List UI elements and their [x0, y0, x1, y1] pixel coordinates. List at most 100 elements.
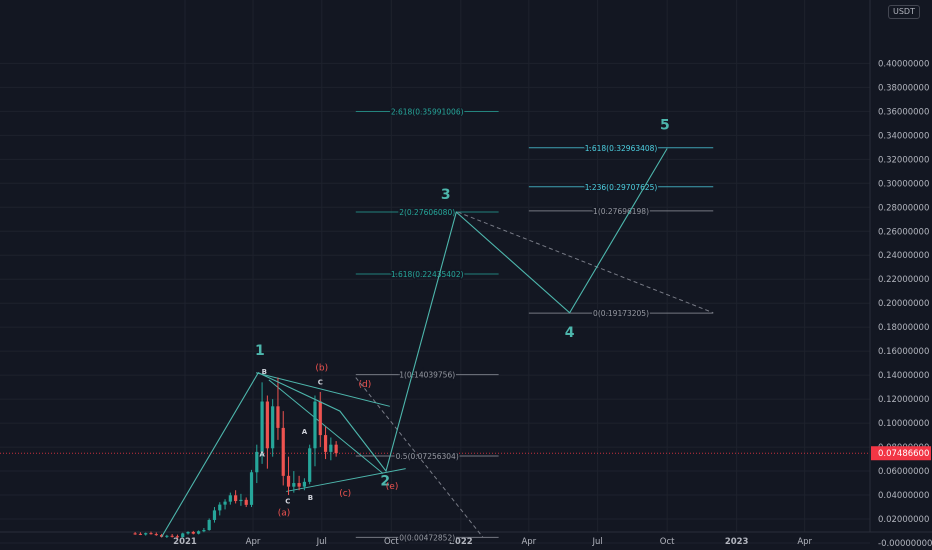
impulse-wave-labels: 1 2 3 4 5: [255, 117, 670, 489]
candle-body: [223, 501, 227, 505]
candle: [175, 534, 180, 539]
candle-body: [149, 533, 153, 535]
candle: [249, 469, 254, 508]
candle: [329, 437, 333, 461]
candle: [297, 475, 301, 491]
candle: [228, 492, 232, 505]
candle: [271, 399, 275, 457]
price-tick-label: 0.10000000: [878, 419, 929, 429]
candle-body: [249, 472, 254, 505]
time-axis: 2021 Apr Jul Oct 2022 Apr Jul Oct 2023 Apr: [0, 531, 932, 547]
candle-body: [286, 475, 291, 487]
fibonacci-levels: 2.618(0.35991006) 2(0.27606080) 1.618(0.22…: [355, 106, 714, 544]
price-tick-label: 0.26000000: [878, 227, 929, 237]
price-tick-label: 0.38000000: [878, 83, 929, 93]
corrective-wave-label: B: [262, 368, 267, 376]
price-tick-label: 0.24000000: [878, 251, 929, 261]
candle-body: [313, 401, 317, 449]
price-tick-label: 0.34000000: [878, 131, 929, 141]
fib-level-label: 1.618(0.32963408): [585, 144, 658, 153]
time-tick-label: Apr: [797, 537, 812, 547]
corrective-wave-label: C: [318, 379, 323, 387]
projection-dashed-line: [355, 377, 484, 538]
candle: [323, 426, 328, 460]
candle-body: [197, 531, 201, 534]
candle: [260, 382, 264, 464]
price-tick-label: 0.22000000: [878, 275, 929, 285]
candle: [181, 532, 185, 538]
time-tick-label: Jul: [591, 537, 602, 547]
time-tick-label: Oct: [384, 537, 399, 547]
candle: [197, 530, 201, 535]
candle-body: [265, 401, 269, 449]
candle: [149, 531, 153, 535]
candle: [223, 499, 227, 510]
price-tick-label: 0.06000000: [878, 467, 929, 477]
candle-body: [276, 406, 280, 428]
time-tick-label: Oct: [660, 537, 675, 547]
current-price-label: 0.07486600: [878, 449, 929, 459]
candle-body: [181, 533, 185, 538]
wave-label-5: 5: [660, 117, 670, 133]
candle-body: [323, 435, 328, 452]
candle-body: [234, 495, 238, 502]
price-tick-label: 0.28000000: [878, 203, 929, 213]
price-tick-label: 0.32000000: [878, 155, 929, 165]
projection-lines: [355, 211, 714, 538]
price-tick-label: 0.04000000: [878, 491, 929, 501]
candle: [313, 395, 317, 467]
price-tick-label: 0.36000000: [878, 107, 929, 117]
corrective-wave-label: (a): [278, 508, 291, 518]
candle-body: [170, 535, 174, 537]
price-tick-label: 0.18000000: [878, 323, 929, 333]
candle: [154, 532, 158, 536]
candle-body: [308, 448, 312, 482]
fib-level-label: 1(0.27696198): [593, 207, 649, 216]
price-tick-label: 0.12000000: [878, 395, 929, 405]
candle-body: [292, 483, 296, 487]
candle: [133, 531, 137, 535]
time-tick-label: Apr: [246, 537, 261, 547]
projection-dashed-line: [457, 211, 714, 314]
candle-body: [302, 481, 307, 487]
candle: [318, 391, 322, 448]
candle-body: [255, 451, 259, 473]
candle-body: [218, 504, 222, 511]
price-tick-label: 0.14000000: [878, 371, 929, 381]
candle-body: [239, 499, 243, 502]
current-price-badge[interactable]: 0.07486600: [871, 446, 931, 461]
candle: [234, 490, 238, 504]
impulse-wave-path: [161, 148, 668, 538]
candle: [165, 534, 169, 538]
fib-level-label: 2.618(0.35991006): [391, 107, 464, 116]
price-tick-label: -0.00000000: [878, 539, 932, 549]
price-tick-label: 0.16000000: [878, 347, 929, 357]
candle-body: [212, 510, 217, 520]
candle: [292, 471, 296, 493]
corrective-wave-label: (c): [339, 489, 351, 499]
corrective-wave-label: C: [285, 497, 290, 505]
wave-label-2: 2: [380, 473, 390, 489]
candle-body: [297, 483, 301, 487]
corrective-wave-label: (b): [315, 363, 328, 373]
wave-label-1: 1: [255, 343, 265, 359]
current-price-badge-bg: [871, 446, 931, 461]
time-tick-label: Jul: [316, 537, 327, 547]
candle-body: [191, 531, 195, 534]
candle: [281, 411, 285, 486]
candle: [207, 518, 211, 531]
fib-level-label: 0(0.00472852): [399, 533, 455, 542]
candle: [265, 395, 269, 469]
candle-body: [281, 427, 285, 476]
corrective-wave-label: A: [259, 451, 265, 459]
fib-level-label: 2(0.27606080): [399, 208, 455, 217]
price-tick-label: 0.30000000: [878, 179, 929, 189]
candle: [186, 531, 190, 535]
candle-body: [186, 531, 190, 534]
candle: [138, 532, 143, 536]
currency-badge[interactable]: USDT: [888, 5, 920, 19]
wave-label-4: 4: [565, 325, 575, 341]
